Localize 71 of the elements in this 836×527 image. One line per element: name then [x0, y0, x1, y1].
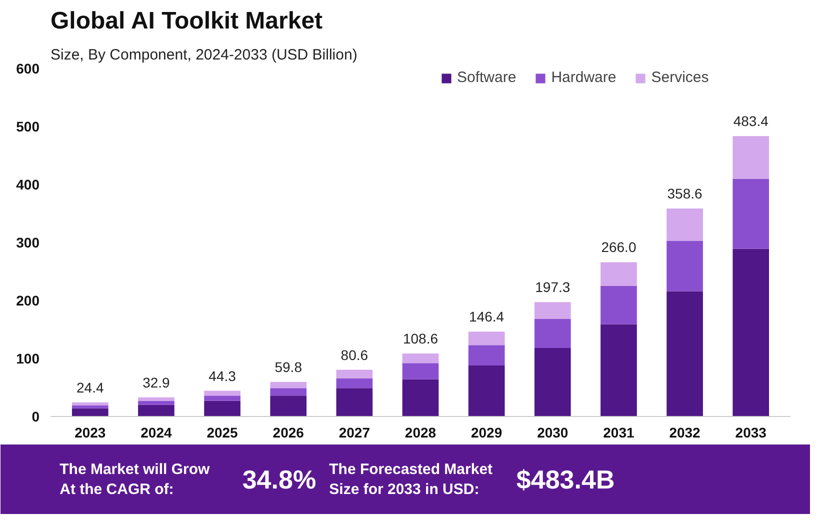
bar: [468, 345, 505, 366]
bar: [732, 178, 770, 249]
bar: [336, 370, 373, 378]
y-tick-label: 0: [32, 408, 40, 424]
x-tick-label: 2031: [603, 424, 634, 440]
bar: [336, 388, 373, 416]
bar: [336, 378, 373, 388]
y-tick-label: 200: [16, 292, 40, 308]
total-label: 32.9: [142, 374, 170, 390]
bar: [402, 363, 439, 380]
y-tick-label: 600: [16, 60, 40, 76]
x-tick-label: 2024: [140, 424, 172, 440]
chart-subtitle: Size, By Component, 2024-2033 (USD Billion): [50, 46, 358, 64]
x-tick-label: 2023: [74, 424, 106, 440]
x-tick-label: 2027: [338, 424, 370, 440]
bar: [468, 332, 505, 346]
bar: [204, 390, 240, 396]
total-label: 108.6: [402, 330, 438, 347]
x-tick-label: 2028: [404, 424, 436, 440]
x-tick-label: 2026: [272, 424, 304, 440]
bar: [666, 208, 703, 241]
bar: [270, 388, 307, 396]
bar: [138, 400, 174, 405]
bar: [534, 302, 571, 320]
total-label: 483.4: [733, 113, 769, 130]
bar: [72, 402, 108, 406]
bar: [402, 354, 439, 364]
x-tick-label: 2032: [669, 424, 701, 440]
bar: [600, 324, 637, 416]
bar: [270, 382, 307, 388]
total-label: 358.6: [667, 186, 703, 202]
bar: [72, 408, 108, 416]
bar: [138, 397, 174, 401]
legend-label: Services: [651, 69, 709, 86]
total-label: 146.4: [469, 308, 504, 325]
bar: [402, 379, 439, 416]
y-tick-label: 300: [16, 234, 40, 250]
x-tick-label: 2033: [735, 424, 767, 440]
total-label: 80.6: [340, 346, 368, 363]
total-label: 266.0: [601, 239, 636, 256]
bar: [270, 396, 307, 416]
bar: [732, 248, 770, 416]
bar: [534, 319, 571, 348]
text: $483.4B: [516, 464, 615, 494]
bar: [732, 136, 770, 179]
bar: [204, 396, 240, 401]
bar: [204, 400, 240, 416]
text: The Forecasted Market Size for 2033 in USD:: [329, 460, 493, 498]
x-tick-label: 2025: [206, 424, 238, 440]
bar: [138, 404, 174, 416]
chart-title: Global AI Toolkit Market: [50, 8, 323, 34]
legend-label: Hardware: [551, 69, 616, 86]
bar: [666, 291, 703, 416]
total-label: 59.8: [274, 358, 302, 375]
bar: [468, 365, 505, 416]
y-tick-label: 500: [16, 118, 40, 134]
bar: [666, 240, 703, 292]
x-tick-label: 2029: [471, 424, 502, 440]
total-label: 197.3: [535, 279, 570, 296]
x-tick-label: 2030: [537, 424, 568, 440]
bar: [72, 405, 108, 408]
total-label: 44.3: [208, 368, 236, 384]
text: 34.8%: [242, 464, 316, 494]
text: The Market will Grow At the CAGR of:: [60, 460, 210, 498]
bar: [534, 348, 571, 416]
legend-label: Software: [457, 69, 516, 86]
bar: [600, 262, 637, 286]
y-tick-label: 100: [16, 350, 40, 366]
y-tick-label: 400: [16, 176, 40, 192]
bar: [600, 286, 637, 324]
total-label: 24.4: [76, 379, 104, 396]
